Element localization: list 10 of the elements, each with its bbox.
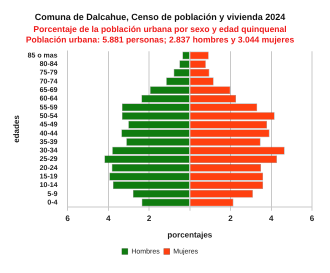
chart-title: Comuna de Dalcahue, Censo de población y vivienda 2024 bbox=[34, 12, 286, 22]
y-axis-title: edades bbox=[12, 114, 22, 143]
chart-subtitle: Porcentaje de la población urbana por sexo y edad quinquenal Población urbana: 5.881 personas; 2.837 hombres y 3.044 mujeres bbox=[26, 24, 294, 44]
x-axis-title: porcentajes bbox=[167, 230, 213, 240]
x-tick-label: 4 bbox=[269, 214, 274, 223]
x-tick-label: 2 bbox=[146, 214, 152, 223]
x-tick-label: 6 bbox=[310, 214, 315, 223]
x-tick-label: 2 bbox=[228, 214, 234, 223]
x-tick-label: 6 bbox=[65, 214, 70, 223]
x-tick-label: 4 bbox=[106, 214, 112, 223]
